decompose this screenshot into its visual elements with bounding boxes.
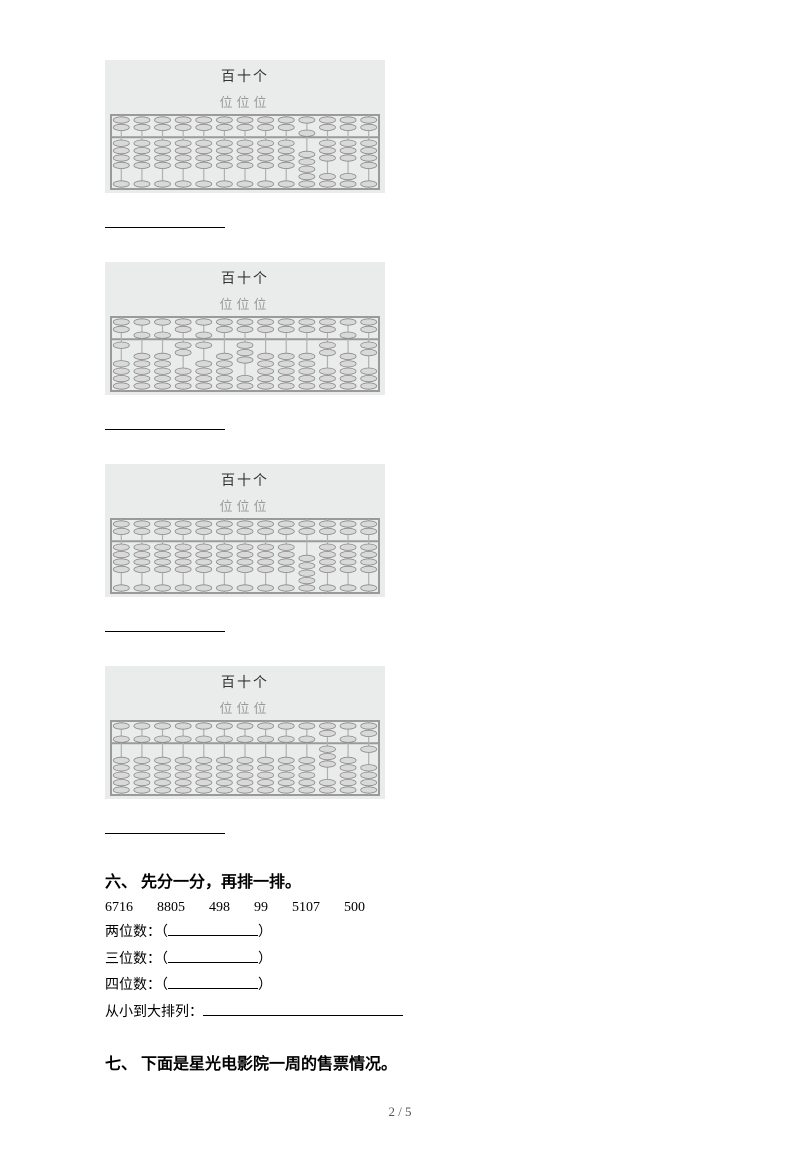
answer-blank <box>105 209 225 228</box>
abacus-icon <box>105 517 385 597</box>
number-item: 6716 <box>105 900 133 916</box>
digit-label: 两位数：（ <box>105 925 168 940</box>
section6-heading: 六、 先分一分，再排一排。 <box>105 868 695 892</box>
abacus-subtitle: 位位位 <box>105 698 385 717</box>
section7-heading: 七、 下面是星光电影院一周的售票情况。 <box>105 1050 695 1074</box>
digit-blank <box>168 935 258 936</box>
abaci-container: 百十个位位位百十个位位位百十个位位位百十个位位位 <box>105 60 695 858</box>
answer-blank <box>105 411 225 430</box>
answer-blank <box>105 815 225 834</box>
numbers-list: 6716 8805 498 99 5107 500 <box>105 900 695 916</box>
sort-blank <box>203 1015 403 1016</box>
number-item: 498 <box>209 900 230 916</box>
sort-label: 从小到大排列： <box>105 1005 203 1020</box>
number-item: 99 <box>254 900 268 916</box>
abacus-block: 百十个位位位 <box>105 262 695 454</box>
abacus-figure: 百十个位位位 <box>105 262 385 395</box>
abacus-block: 百十个位位位 <box>105 666 695 858</box>
digit-line: 四位数：（ ） <box>105 973 695 1000</box>
digit-line: 两位数：（ ） <box>105 920 695 947</box>
number-item: 8805 <box>157 900 185 916</box>
digit-tail: ） <box>258 925 272 940</box>
number-item: 500 <box>344 900 365 916</box>
digit-blank <box>168 988 258 989</box>
digit-tail: ） <box>258 978 272 993</box>
answer-blank <box>105 613 225 632</box>
number-item: 5107 <box>292 900 320 916</box>
abacus-icon <box>105 315 385 395</box>
abacus-title: 百十个 <box>105 66 385 92</box>
digit-label: 四位数：（ <box>105 978 168 993</box>
abacus-block: 百十个位位位 <box>105 464 695 656</box>
digit-label: 三位数：（ <box>105 952 168 967</box>
digit-lines: 两位数：（ ） 三位数：（ ） 四位数：（ ） <box>105 920 695 1000</box>
abacus-icon <box>105 719 385 799</box>
abacus-figure: 百十个位位位 <box>105 666 385 799</box>
abacus-subtitle: 位位位 <box>105 92 385 111</box>
abacus-subtitle: 位位位 <box>105 294 385 313</box>
abacus-title: 百十个 <box>105 268 385 294</box>
abacus-figure: 百十个位位位 <box>105 464 385 597</box>
abacus-title: 百十个 <box>105 672 385 698</box>
abacus-block: 百十个位位位 <box>105 60 695 252</box>
abacus-subtitle: 位位位 <box>105 496 385 515</box>
digit-tail: ） <box>258 952 272 967</box>
digit-blank <box>168 962 258 963</box>
page: 百十个位位位百十个位位位百十个位位位百十个位位位 六、 先分一分，再排一排。 6… <box>0 0 800 1160</box>
digit-line: 三位数：（ ） <box>105 947 695 974</box>
page-number: 2 / 5 <box>105 1104 695 1120</box>
abacus-figure: 百十个位位位 <box>105 60 385 193</box>
sort-line: 从小到大排列： <box>105 1000 695 1027</box>
abacus-title: 百十个 <box>105 470 385 496</box>
abacus-icon <box>105 113 385 193</box>
